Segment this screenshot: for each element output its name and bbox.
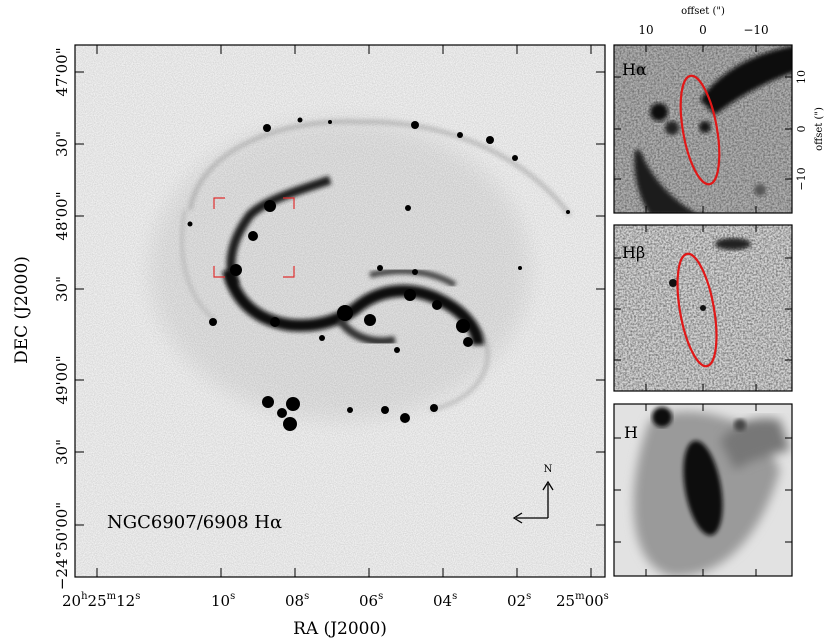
x-tick-labels: 20h25m12s 10s 08s 06s 04s 02s 25m00s <box>62 591 609 610</box>
x-tick-label-5: 02s <box>507 591 531 610</box>
inset-halpha-label: Hα <box>622 60 647 79</box>
inset-hbeta-label: Hβ <box>622 243 645 262</box>
main-frame <box>74 44 606 578</box>
inset-h-label: H <box>624 423 638 442</box>
compass-north-label: N <box>544 464 553 475</box>
y-tick-label-3: 30" <box>53 276 71 302</box>
inset-hbeta-ticks <box>614 225 792 391</box>
x-tick-label-0: 20h25m12s <box>62 591 140 610</box>
inset-h-ticks <box>614 404 792 576</box>
inset-halpha-ticks <box>614 45 792 213</box>
main-x-ticks <box>96 45 592 577</box>
inset-right-axis-title: offset (") <box>814 107 825 151</box>
x-tick-label-3: 06s <box>359 591 383 610</box>
inset-top-tick-1: 0 <box>699 23 707 37</box>
main-panel-label: NGC6907/6908 Hα <box>107 512 282 533</box>
y-tick-label-1: 30" <box>53 131 71 157</box>
y-tick-label-5: 30" <box>53 439 71 465</box>
inset-right-tick-0: 10 <box>795 70 808 84</box>
main-image <box>75 45 605 577</box>
inset-top-tick-2: −10 <box>743 23 768 37</box>
y-tick-label-6: −24°50'00" <box>53 502 71 590</box>
main-y-ticks <box>75 71 605 526</box>
x-tick-label-4: 04s <box>433 591 457 610</box>
inset-right-tick-1: 0 <box>795 126 808 133</box>
inset-halpha-image <box>614 45 792 213</box>
inset-top-tick-0: 10 <box>638 23 653 37</box>
x-tick-label-6: 25m00s <box>556 591 609 610</box>
compass <box>512 480 554 524</box>
inset-right-tick-2: −10 <box>795 167 808 190</box>
y-tick-labels: 47'00" 30" 48'00" 30" 49'00" 30" −24°50'… <box>53 47 71 590</box>
y-tick-label-4: 49'00" <box>53 355 71 404</box>
x-tick-label-1: 10s <box>211 591 235 610</box>
y-axis-title: DEC (J2000) <box>12 256 32 364</box>
y-tick-label-0: 47'00" <box>53 47 71 96</box>
x-axis-title: RA (J2000) <box>293 619 387 639</box>
inset-hbeta-image <box>614 225 792 391</box>
y-tick-label-2: 48'00" <box>53 191 71 240</box>
inset-h-image <box>614 404 792 576</box>
x-tick-label-2: 08s <box>285 591 309 610</box>
inset-top-axis-title: offset (") <box>681 6 725 17</box>
